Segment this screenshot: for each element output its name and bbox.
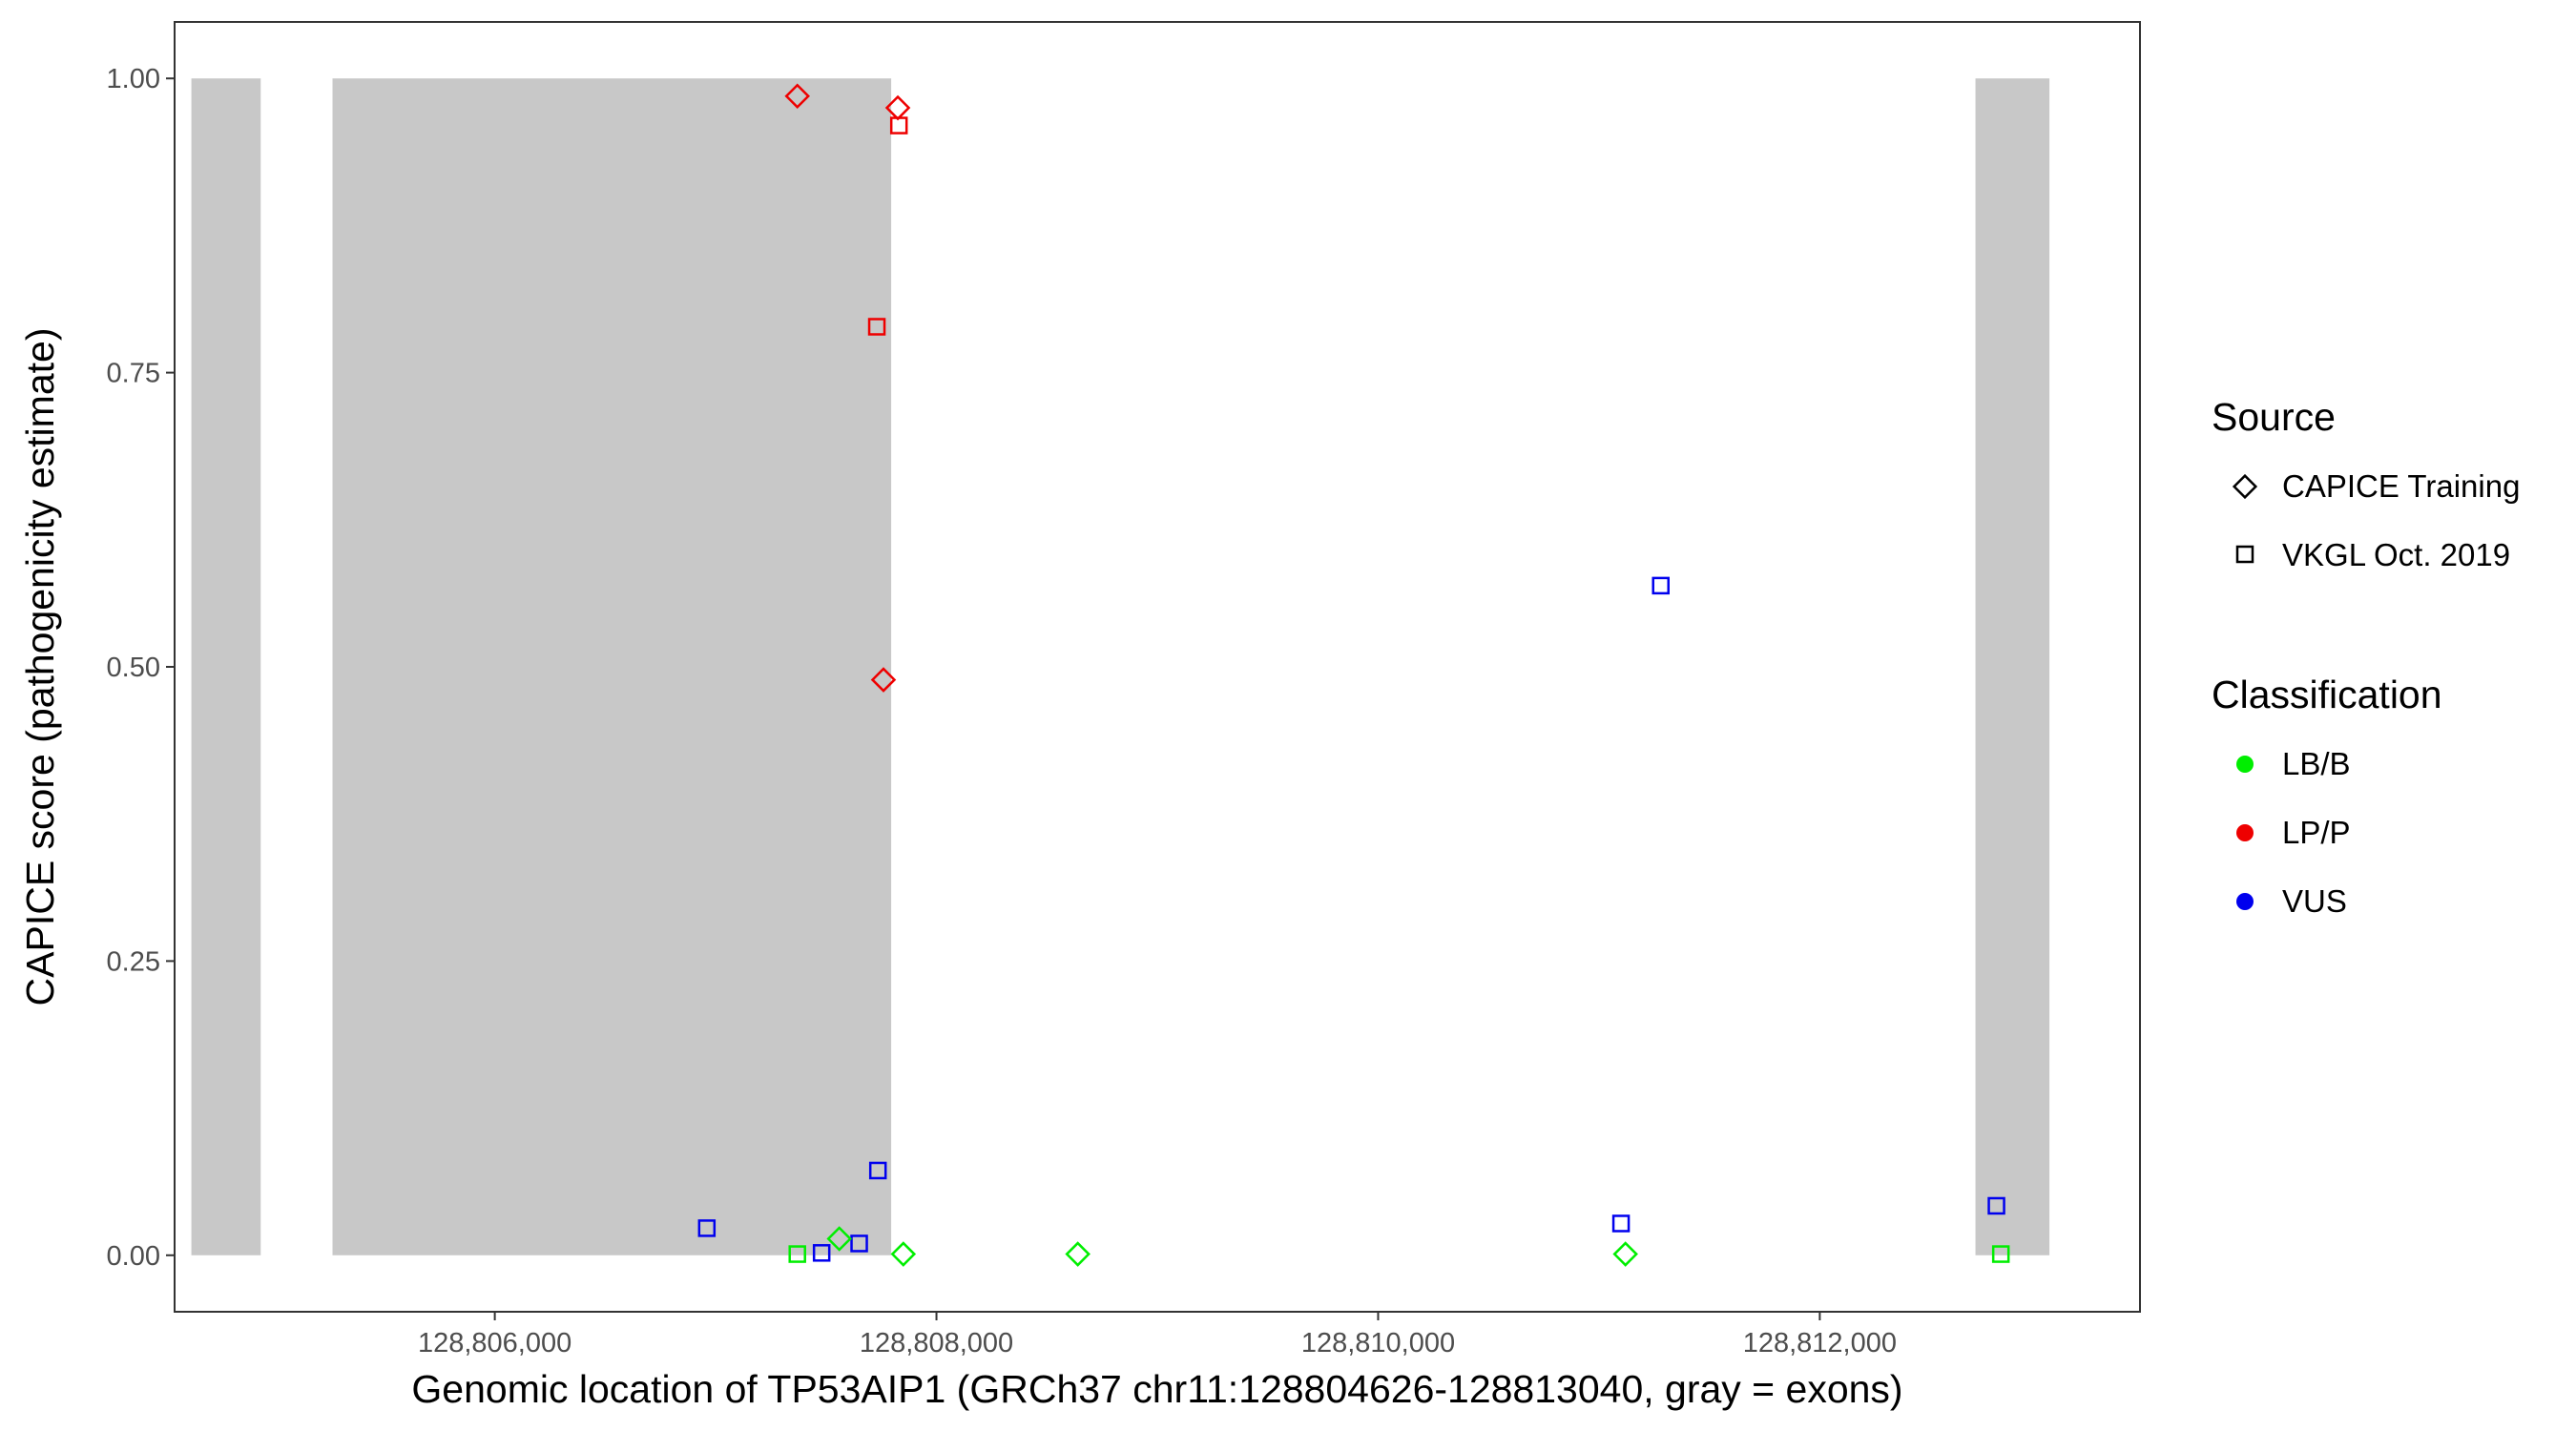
legend-title-classification: Classification (2212, 673, 2442, 716)
legend: Source CAPICE Training VKGL Oct. 2019 Cl… (2212, 395, 2520, 919)
x-tick-label: 128,812,000 (1743, 1328, 1897, 1358)
x-axis-title: Genomic location of TP53AIP1 (GRCh37 chr… (411, 1367, 1902, 1411)
data-point-13 (1065, 1241, 1091, 1267)
legend-label-vus: VUS (2282, 883, 2347, 919)
legend-title-source: Source (2212, 395, 2336, 439)
legend-key-lpp (2236, 824, 2254, 841)
data-point-15 (1611, 1214, 1631, 1233)
legend-label-lpp: LP/P (2282, 815, 2351, 850)
y-axis-title: CAPICE score (pathogenicity estimate) (18, 328, 62, 1006)
exon-regions (191, 78, 2050, 1255)
data-point-10 (788, 1245, 806, 1263)
data-point-4 (867, 318, 886, 336)
x-tick-label: 128,808,000 (860, 1328, 1013, 1358)
y-tick-label: 0.50 (107, 653, 160, 683)
y-tick-label: 0.25 (107, 946, 160, 977)
data-point-6 (868, 1161, 887, 1180)
x-tick-label: 128,806,000 (418, 1328, 571, 1358)
data-point-1 (784, 83, 810, 109)
data-point-12 (890, 1241, 917, 1267)
data-point-14 (1652, 576, 1670, 595)
data-point-17 (1987, 1196, 2005, 1215)
data-point-11 (826, 1226, 852, 1252)
exon-region-1 (191, 78, 261, 1255)
data-point-8 (812, 1244, 831, 1262)
legend-key-lbb (2236, 756, 2254, 773)
data-points (697, 83, 2010, 1267)
x-tick-label: 128,810,000 (1301, 1328, 1455, 1358)
exon-region-3 (1975, 78, 2050, 1255)
legend-label-lbb: LB/B (2282, 746, 2351, 781)
legend-label-vkgl: VKGL Oct. 2019 (2282, 537, 2510, 572)
data-point-16 (1612, 1241, 1638, 1267)
data-point-7 (697, 1219, 717, 1237)
legend-key-square (2235, 545, 2254, 564)
legend-key-vus (2236, 893, 2254, 910)
legend-label-capice-training: CAPICE Training (2282, 468, 2520, 504)
exon-region-2 (332, 78, 892, 1255)
x-axis: 128,806,000 128,808,000 128,810,000 128,812… (418, 1312, 1897, 1358)
y-tick-label: 0.75 (107, 359, 160, 389)
data-point-5 (870, 667, 897, 693)
data-point-9 (850, 1234, 868, 1253)
y-axis: 0.00 0.25 0.50 0.75 1.00 (107, 64, 175, 1272)
y-tick-label: 1.00 (107, 64, 160, 94)
data-point-3 (889, 116, 908, 135)
legend-key-diamond (2232, 473, 2258, 500)
data-point-18 (1991, 1245, 2010, 1263)
y-tick-label: 0.00 (107, 1241, 160, 1272)
